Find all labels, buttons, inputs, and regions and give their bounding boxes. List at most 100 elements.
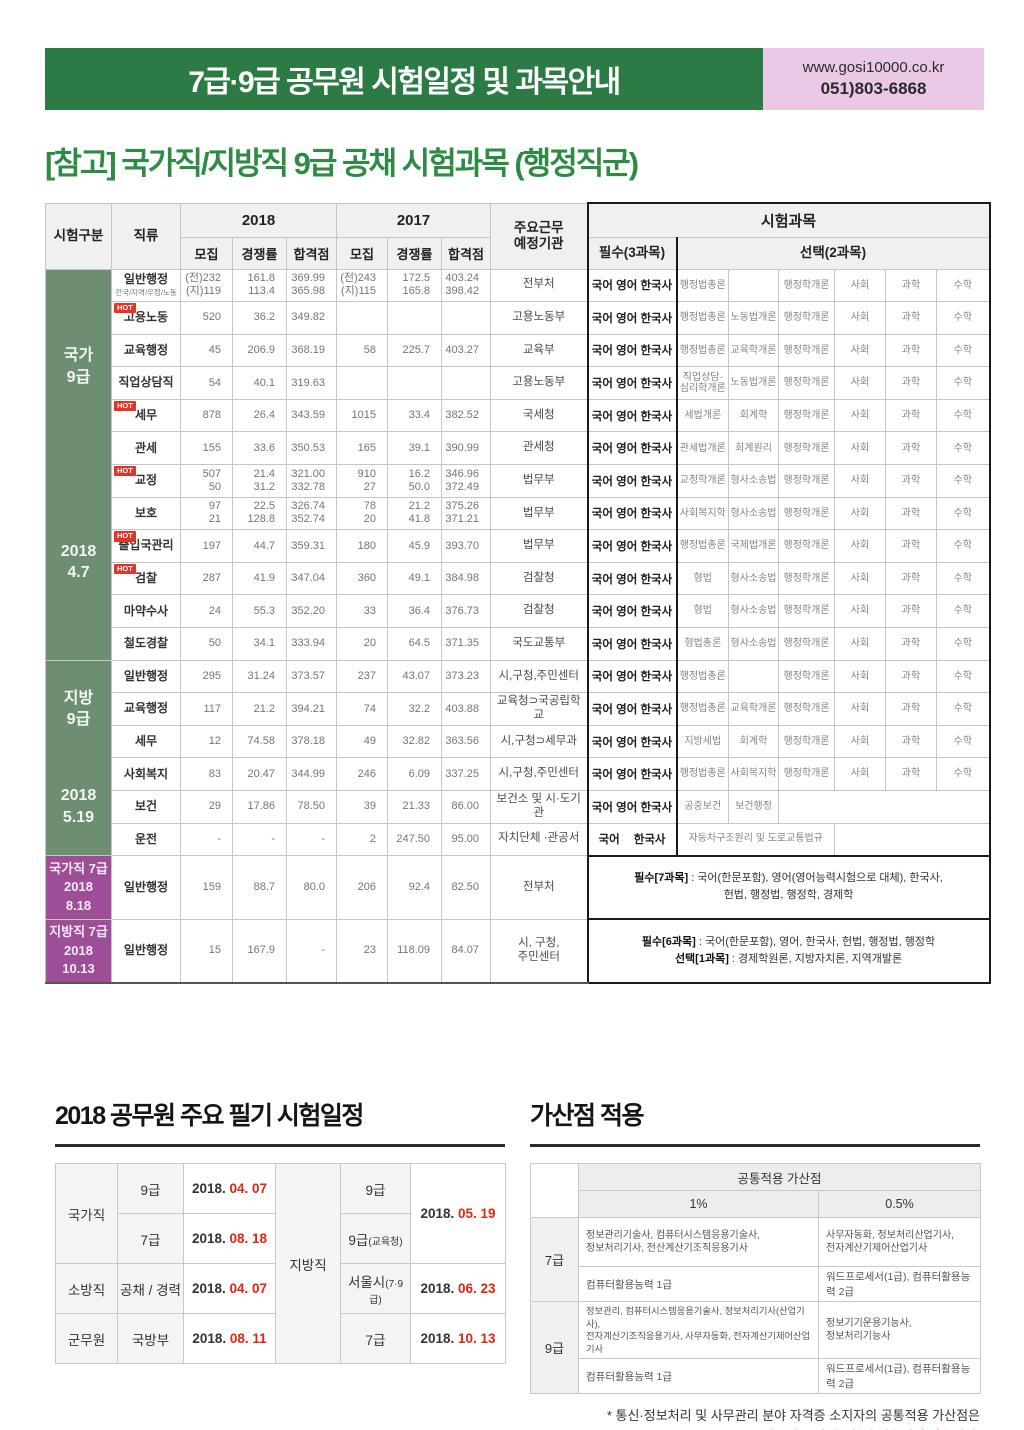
elective-subject: 사회 xyxy=(834,757,886,791)
required-subjects: 국어 영어 한국사 xyxy=(586,594,678,629)
job-category: 철도경찰 xyxy=(111,627,181,661)
stat-cell: 167.9 xyxy=(232,918,287,984)
elective-subject: 행정학개론 xyxy=(778,496,835,531)
stat-cell: 64.5 xyxy=(387,627,442,661)
grade-cell: 9급 xyxy=(117,1163,184,1214)
exam-table-body: 국가 9급 2018 4.7 일반행정 전국/지역/우정/노동 (전)232 (지)11… xyxy=(45,268,991,984)
required-subjects: 국어 영어 한국사 xyxy=(586,366,678,400)
schedule-table: 국가직 9급 2018. 04. 07 지방직 9급 2018. 05. 19 … xyxy=(55,1163,506,1364)
required-subjects: 국어 영어 한국사 xyxy=(586,431,678,466)
exam-row: 세무 12 74.58 378.18 49 32.82 363.56 시,구청⊃세무과 국어 영… xyxy=(46,724,991,759)
agency-cell: 관세청 xyxy=(490,431,588,466)
stat-cell: 21.4 31.2 xyxy=(232,464,287,498)
elective-subject: 사회 xyxy=(834,692,886,726)
stat-cell: 33 xyxy=(336,594,388,629)
elective-subject: 행정학개론 xyxy=(778,398,835,433)
stat-cell: - xyxy=(286,822,337,857)
col-header-recruit-2018: 모집 xyxy=(180,236,233,270)
required-subject: 국어 xyxy=(598,834,620,847)
stat-cell: 54 xyxy=(180,366,233,400)
stat-cell: 159 xyxy=(180,855,233,920)
date-value: 06. 23 xyxy=(458,1281,496,1296)
elective-subject: 수학 xyxy=(935,659,991,694)
stat-cell: 333.94 xyxy=(286,627,337,661)
date-prefix: 2018. xyxy=(420,1331,455,1346)
job-category: 사회복지 xyxy=(111,757,181,791)
agency-cell: 고용노동부 xyxy=(490,366,588,400)
subjects-note: 필수[7과목] : 국어(한문포함), 영어(영어능력시험으로 대체), 한국사… xyxy=(586,854,991,921)
date-cell: 2018. 08. 11 xyxy=(183,1313,276,1364)
elective-subject: 형사소송법 xyxy=(728,594,779,629)
elective-subject: 행정학개론 xyxy=(778,757,835,791)
date-cell: 2018. 04. 07 xyxy=(183,1263,276,1314)
stat-cell: 2 xyxy=(336,822,388,857)
elective-subject: 수학 xyxy=(935,561,991,596)
stat-cell: 172.5 165.8 xyxy=(387,268,442,303)
agency-cell: 보건소 및 시·도기관 xyxy=(490,790,588,824)
stat-cell: 50 xyxy=(180,627,233,661)
elective-subject: 행정법총론 xyxy=(676,659,729,694)
stat-cell: 371.35 xyxy=(441,627,491,661)
subjects-note-line: 선택[1과목] : 경제학원론, 지방자치론, 지역개발론 xyxy=(674,952,903,965)
stat-cell: 24 xyxy=(180,594,233,629)
schedule-section: 2018 공무원 주요 필기 시험일정 국가직 9급 2018. 04. 07 … xyxy=(55,1096,506,1364)
stat-cell: 375.26 371.21 xyxy=(441,496,491,531)
exam-table: 시험구분 직류 2018 2017 주요근무 예정기관 시험과목 모집 경쟁률 … xyxy=(45,202,991,984)
exam-row: 마약수사 24 55.3 352.20 33 36.4 376.73 검찰청 국어 영어 한국사… xyxy=(46,594,991,629)
elective-subject: 사회 xyxy=(834,529,886,563)
required-subjects: 국어 영어 한국사 xyxy=(586,561,678,596)
elective-subject: 사회 xyxy=(834,301,886,335)
stat-cell xyxy=(441,301,491,335)
job-category: 일반행정 xyxy=(111,659,181,694)
group-label: 지방직 7급 2018 10.13 xyxy=(45,918,112,984)
required-subjects: 국어 영어 한국사 xyxy=(586,398,678,433)
stat-cell: 343.59 xyxy=(286,398,337,433)
exam-row: 보호 97 21 22.5 128.8 326.74 352.74 78 20 21.2 … xyxy=(46,496,991,531)
agency-cell: 자치단체 ·관공서 xyxy=(490,822,588,857)
elective-subject: 과학 xyxy=(885,496,937,531)
stat-cell: 36.2 xyxy=(232,301,287,335)
elective-subject: 행정법총론 xyxy=(676,268,729,303)
col-header-2018: 2018 xyxy=(180,202,337,238)
job-category-name: 직업상담직 xyxy=(118,375,174,390)
elective-subject: 사회 xyxy=(834,431,886,466)
agency-cell: 국세청 xyxy=(490,398,588,433)
stat-cell: 23 xyxy=(336,918,388,984)
section-title: [참고] 국가직/지방직 9급 공채 시험과목 (행정직군) xyxy=(45,146,639,181)
job-category: 교육행정 xyxy=(111,333,181,368)
required-subjects: 국어 영어 한국사 xyxy=(586,529,678,563)
elective-subject: 사회 xyxy=(834,464,886,498)
stat-cell: 326.74 352.74 xyxy=(286,496,337,531)
subjects-note-line: 필수[7과목] : 국어(한문포함), 영어(영어능력시험으로 대체), 한국사… xyxy=(634,872,943,885)
elective-subject: 형사소송법 xyxy=(728,496,779,531)
col-header-exam-type: 시험구분 xyxy=(45,202,112,270)
grade-cell: 7급 xyxy=(340,1313,411,1364)
elective-subject: 행정법총론 xyxy=(676,301,729,335)
required-subjects: 국어 영어 한국사 xyxy=(586,724,678,759)
stat-cell: 295 xyxy=(180,659,233,694)
job-category: HOT 세무 xyxy=(111,398,181,433)
elective-subject: 사회복지학 xyxy=(728,757,779,791)
hot-badge: HOT xyxy=(114,563,136,575)
required-subjects: 국어 영어 한국사 xyxy=(586,757,678,791)
elective-subject: 행정학개론 xyxy=(778,724,835,759)
elective-subject: 수학 xyxy=(935,398,991,433)
stat-cell: 321.00 332.78 xyxy=(286,464,337,498)
group-label-text: 지방직 7급 2018 10.13 xyxy=(47,920,111,981)
stat-cell: 117 xyxy=(180,692,233,726)
date-value: 05. 19 xyxy=(458,1206,496,1221)
elective-subject: 행정학개론 xyxy=(778,529,835,563)
stat-cell: 394.21 xyxy=(286,692,337,726)
stat-cell: 247.50 xyxy=(387,822,442,857)
date-cell: 2018. 04. 07 xyxy=(183,1163,276,1214)
elective-subject: 사회 xyxy=(834,333,886,368)
elective-subject: 사회 xyxy=(834,561,886,596)
stat-cell: 36.4 xyxy=(387,594,442,629)
col-header-recruit-2017: 모집 xyxy=(336,236,388,270)
elective-subject: 과학 xyxy=(885,561,937,596)
elective-subject: 수학 xyxy=(935,692,991,726)
stat-cell: 206 xyxy=(336,855,388,920)
elective-subject: 사회복지학 xyxy=(676,496,729,531)
group-label-text: 지방 9급 2018 5.19 xyxy=(47,661,111,855)
job-category-name: 일반행정 xyxy=(123,943,169,958)
